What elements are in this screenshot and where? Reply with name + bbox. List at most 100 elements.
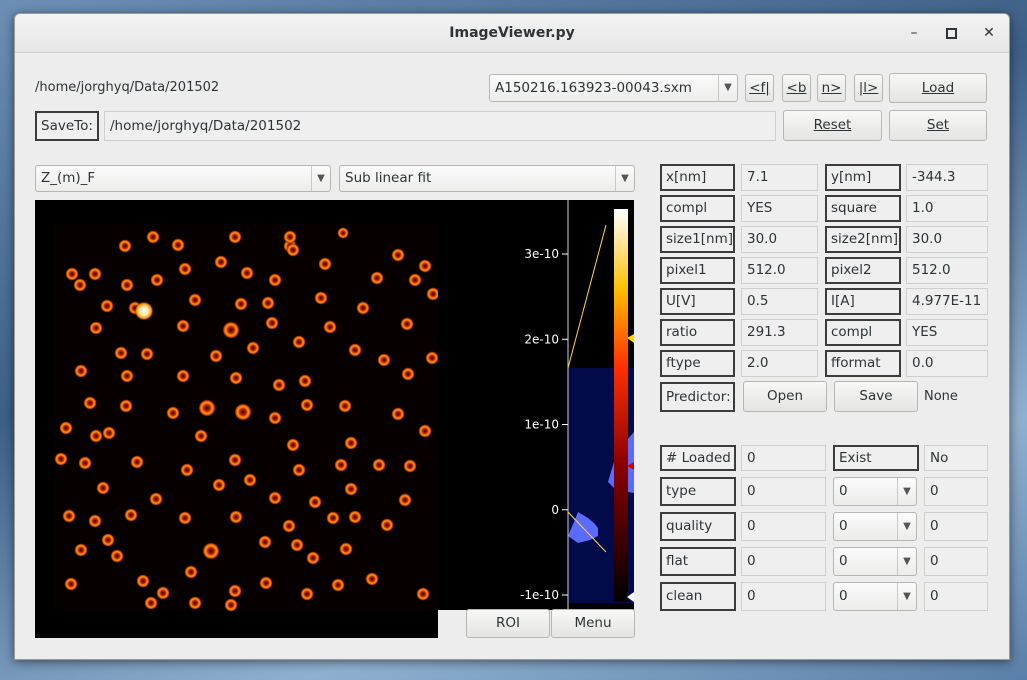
maximize-icon[interactable] — [940, 23, 962, 43]
param-value: 291.3 — [741, 319, 818, 346]
menu-button[interactable]: Menu — [551, 609, 635, 638]
file-select[interactable]: A150216.163923-00043.sxm ▼ — [489, 74, 738, 102]
loaded-count: 0 — [741, 445, 826, 471]
param-value: 30.0 — [906, 226, 988, 253]
predictor-label: Predictor: — [660, 382, 735, 412]
attr-value-flat[interactable]: 0 — [741, 547, 826, 576]
param-value: 2.0 — [741, 350, 818, 377]
attr-select-clean[interactable]: 0 ▼ — [833, 582, 917, 611]
exist-value: No — [924, 445, 988, 471]
colorbar-tick-label: 2e-10 — [524, 332, 559, 346]
param-value: 0.5 — [741, 288, 818, 315]
param-value: 512.0 — [906, 257, 988, 284]
level-handle-upper[interactable] — [627, 334, 634, 343]
param-key: x[nm] — [660, 164, 735, 191]
param-value: YES — [741, 195, 818, 222]
param-key: ftype — [660, 350, 735, 377]
attr-label-quality: quality — [660, 512, 736, 541]
first-file-button[interactable]: <f| — [745, 74, 774, 102]
predictor-save-button[interactable]: Save — [834, 381, 918, 412]
colorbar-gradient — [614, 210, 628, 602]
predictor-open-button[interactable]: Open — [743, 381, 827, 412]
attr-value-type[interactable]: 0 — [741, 477, 826, 506]
colorbar-tick-label: 0 — [551, 503, 559, 517]
param-key: pixel2 — [825, 257, 901, 284]
chevron-down-icon: ▼ — [897, 548, 916, 575]
last-file-button[interactable]: |l> — [854, 74, 883, 102]
attr-label-flat: flat — [660, 547, 736, 576]
attr-result-quality: 0 — [924, 512, 988, 541]
current-path-label: /home/jorghyq/Data/201502 — [35, 80, 220, 95]
level-handle-lower[interactable] — [627, 592, 634, 602]
processing-select[interactable]: Sub linear fit ▼ — [339, 165, 635, 192]
param-key: U[V] — [660, 288, 735, 315]
back-file-button[interactable]: <b — [782, 74, 811, 102]
window-title: ImageViewer.py — [449, 25, 575, 41]
param-value: 30.0 — [741, 226, 818, 253]
channel-select-value: Z_(m)_F — [41, 170, 96, 186]
stm-image-plot[interactable] — [35, 200, 438, 638]
chevron-down-icon: ▼ — [311, 166, 330, 191]
param-value: 4.977E-11 — [906, 288, 988, 315]
roi-button[interactable]: ROI — [466, 609, 550, 638]
title-bar: ImageViewer.py – ✕ — [15, 14, 1009, 53]
attr-value-quality[interactable]: 0 — [741, 512, 826, 541]
level-line-upper — [567, 224, 607, 369]
param-value: 1.0 — [906, 195, 988, 222]
reset-button[interactable]: Reset — [783, 110, 882, 141]
set-button[interactable]: Set — [889, 110, 987, 141]
attr-value-clean[interactable]: 0 — [741, 582, 826, 611]
exist-label: Exist — [833, 445, 919, 471]
level-line-lower — [567, 511, 607, 553]
attr-label-type: type — [660, 477, 736, 506]
load-button[interactable]: Load — [889, 73, 987, 103]
param-key: pixel1 — [660, 257, 735, 284]
param-key: y[nm] — [825, 164, 901, 191]
attr-result-type: 0 — [924, 477, 988, 506]
param-key: size2[nm] — [825, 226, 901, 253]
param-key: ratio — [660, 319, 735, 346]
processing-select-value: Sub linear fit — [345, 170, 432, 186]
next-file-button[interactable]: n> — [817, 74, 846, 102]
colorbar-tick-label: 1e-10 — [524, 418, 559, 432]
param-value: -344.3 — [906, 164, 988, 191]
loaded-label: # Loaded — [660, 445, 736, 471]
saveto-path-field[interactable]: /home/jorghyq/Data/201502 — [104, 111, 776, 141]
param-value: 7.1 — [741, 164, 818, 191]
predictor-status: None — [924, 389, 958, 404]
attr-select-flat[interactable]: 0 ▼ — [833, 547, 917, 576]
attr-select-type[interactable]: 0 ▼ — [833, 477, 917, 506]
file-select-value: A150216.163923-00043.sxm — [495, 80, 692, 96]
param-value: 0.0 — [906, 350, 988, 377]
attr-label-clean: clean — [660, 582, 736, 611]
attr-result-flat: 0 — [924, 547, 988, 576]
param-key: I[A] — [825, 288, 901, 315]
attr-select-value: 0 — [839, 518, 848, 534]
param-value: 512.0 — [741, 257, 818, 284]
chevron-down-icon: ▼ — [897, 478, 916, 505]
param-value: YES — [906, 319, 988, 346]
attr-select-value: 0 — [839, 588, 848, 604]
param-key: compl — [825, 319, 901, 346]
chevron-down-icon: ▼ — [897, 513, 916, 540]
attr-select-value: 0 — [839, 483, 848, 499]
param-key: size1[nm] — [660, 226, 735, 253]
chevron-down-icon: ▼ — [615, 166, 634, 191]
chevron-down-icon: ▼ — [718, 75, 737, 101]
attr-select-value: 0 — [839, 553, 848, 569]
minimize-icon[interactable]: – — [910, 25, 918, 41]
saveto-label: SaveTo: — [35, 111, 99, 141]
colorbar-tick-label: -1e-10 — [520, 588, 559, 602]
molecule-spots — [54, 227, 438, 612]
close-icon[interactable]: ✕ — [983, 25, 995, 41]
colorbar-tick-label: 3e-10 — [524, 247, 559, 261]
level-handle-middle[interactable] — [627, 462, 634, 470]
image-viewer-window: ImageViewer.py – ✕ /home/jorghyq/Data/20… — [14, 13, 1010, 660]
param-key: fformat — [825, 350, 901, 377]
attr-select-quality[interactable]: 0 ▼ — [833, 512, 917, 541]
param-key: square — [825, 195, 901, 222]
colorbar-histogram[interactable]: 3e-10 2e-10 1e-10 0 -1e-10 — [438, 200, 634, 610]
param-key: compl — [660, 195, 735, 222]
channel-select[interactable]: Z_(m)_F ▼ — [35, 165, 331, 192]
chevron-down-icon: ▼ — [897, 583, 916, 610]
